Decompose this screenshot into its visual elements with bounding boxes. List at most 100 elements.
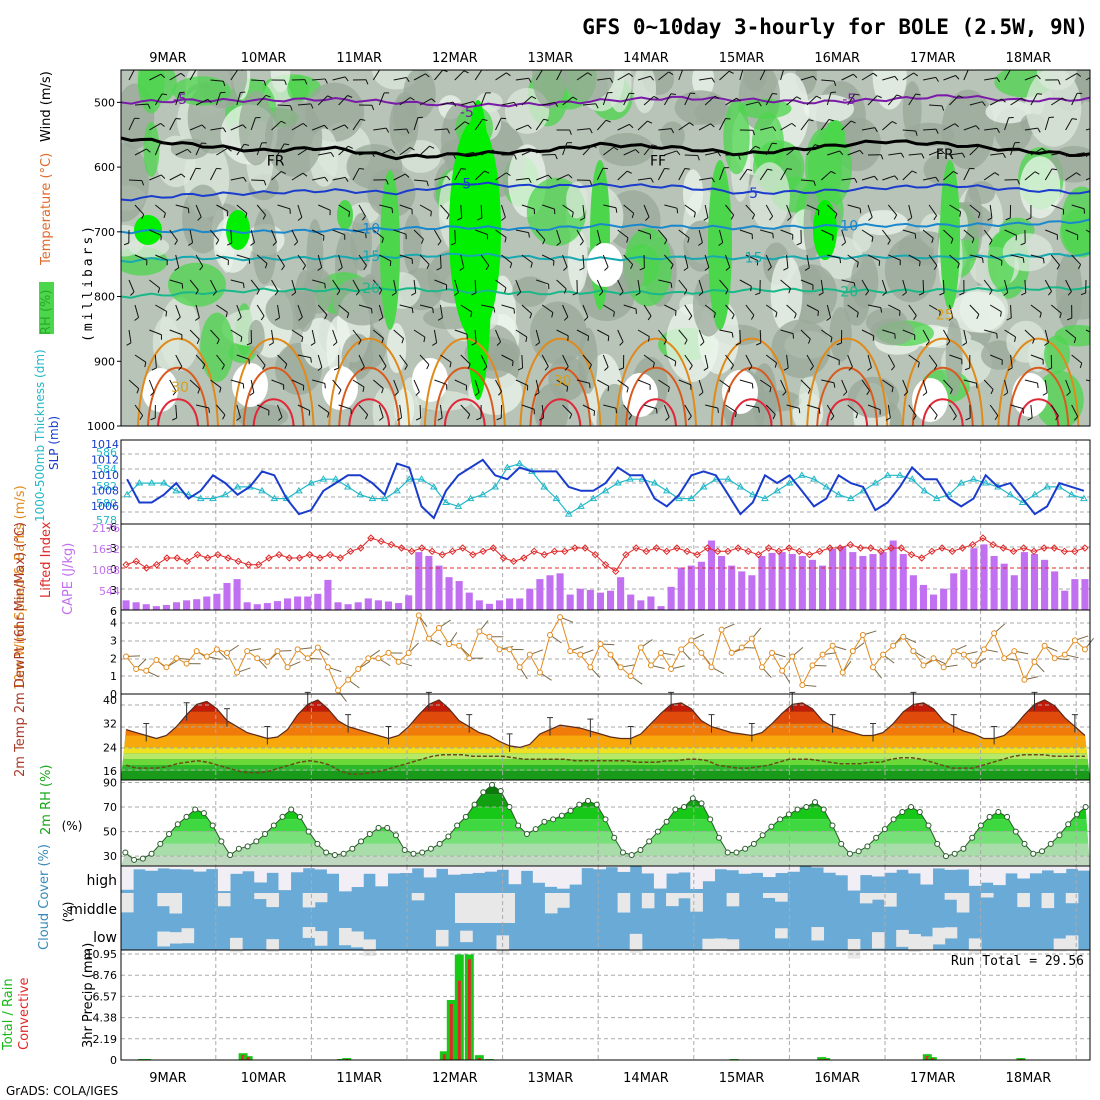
- wind-barb-flag: [607, 386, 610, 392]
- wind-barb: [189, 168, 197, 181]
- cloud-high-clear: [1029, 866, 1043, 874]
- cloud-high-clear: [944, 866, 958, 870]
- cloud-high-clear: [993, 866, 1006, 886]
- wind-barb: [704, 204, 709, 218]
- wind-barb-flag: [1027, 417, 1033, 421]
- wind-barb: [149, 229, 162, 236]
- lifted-index-marker: [673, 544, 681, 552]
- wind-barb: [399, 304, 413, 309]
- wind-barb-flag: [1080, 292, 1086, 296]
- wind-barb-flag: [197, 388, 201, 394]
- lifted-index-tick-label: -3: [106, 542, 117, 555]
- wind-barb: [434, 175, 448, 181]
- wind-barb-flag: [437, 240, 442, 246]
- rh-marker: [166, 831, 173, 838]
- thickness-marker: [123, 490, 132, 498]
- cape-bar: [516, 598, 524, 610]
- wind-barb: [725, 354, 734, 366]
- rh-marker: [209, 822, 216, 829]
- rh-marker: [654, 828, 661, 835]
- wind-barb-flag: [344, 76, 349, 82]
- cloud-mid-clear: [1065, 893, 1079, 904]
- cape-bar: [859, 555, 867, 610]
- wind-barb: [719, 167, 725, 181]
- wind-barb: [705, 151, 718, 156]
- date-label: 11MAR: [336, 51, 382, 66]
- temp-tick-label: 16: [103, 765, 117, 778]
- rh-marker: [593, 801, 600, 808]
- wind-barb-flag: [284, 363, 288, 369]
- wind-barb: [745, 101, 759, 106]
- rh-shade: [235, 404, 289, 426]
- cloud-mid-clear: [775, 893, 788, 902]
- wind-barb-flag: [684, 168, 690, 170]
- wind-barb: [943, 171, 954, 181]
- wind-barb: [719, 329, 733, 334]
- wind-barb-flag: [482, 118, 488, 122]
- wind-barb-flag: [504, 287, 507, 293]
- lifted-index-marker: [326, 550, 334, 559]
- rh-marker: [611, 834, 618, 841]
- wind-barb-flag: [310, 357, 312, 363]
- cape-bar: [889, 540, 897, 610]
- wind-barb: [949, 204, 961, 213]
- wind-barb: [806, 144, 816, 156]
- cape-bar: [536, 579, 544, 610]
- lifted-index-marker: [489, 544, 498, 552]
- wind-barb: [902, 279, 907, 293]
- wind-barb: [317, 254, 323, 268]
- wind-barb-flag: [758, 407, 760, 413]
- cape-bar: [435, 565, 443, 610]
- cloud-low-clear: [896, 929, 909, 947]
- thickness-tick-label: 580: [96, 497, 117, 510]
- wind-barb: [867, 404, 881, 411]
- wind-barb: [922, 329, 930, 342]
- wind-barb: [882, 75, 896, 81]
- cape-bar: [425, 555, 433, 610]
- wind-barb: [474, 279, 477, 294]
- wind-barb: [338, 254, 343, 268]
- wind-barb-flag: [856, 262, 859, 268]
- wind-barb-flag: [136, 388, 140, 394]
- rh-dry-pocket: [232, 363, 268, 407]
- wind-barb-flag: [426, 364, 430, 370]
- thickness-marker: [147, 479, 156, 486]
- wind-barb: [989, 404, 999, 416]
- rh-marker: [986, 813, 993, 820]
- wind-barb-flag: [772, 126, 777, 132]
- wind-barb-flag: [530, 262, 533, 268]
- date-label: 12MAR: [432, 51, 478, 66]
- wind-barb-flag: [310, 342, 316, 346]
- wind-barb-flag: [896, 94, 902, 98]
- rh-marker: [558, 812, 565, 819]
- wind-barb: [847, 93, 856, 106]
- wind-speed-marker: [163, 664, 170, 671]
- wind-barb: [908, 93, 917, 106]
- wind-barb: [399, 146, 411, 156]
- wind-barb: [989, 98, 1002, 106]
- wind-barb: [501, 101, 515, 106]
- cloud-mid-clear: [254, 893, 267, 900]
- rh-moist-column: [464, 100, 492, 400]
- wind-barb-flag: [528, 232, 530, 238]
- wind-barb: [256, 404, 270, 411]
- wind-barb-flag: [547, 174, 553, 180]
- wind-barb: [440, 354, 452, 363]
- wind-barb: [678, 279, 688, 291]
- lifted-index-marker: [183, 557, 192, 566]
- wind-barb: [236, 143, 245, 156]
- wind-barb-flag: [362, 386, 365, 392]
- wind-barb-flag: [174, 267, 180, 271]
- wind-barb: [277, 254, 285, 267]
- wind-barb-flag: [529, 313, 533, 319]
- rh-tick-label: 50: [103, 826, 117, 839]
- wind-barb-flag: [516, 291, 522, 296]
- rh-shade: [985, 99, 1032, 124]
- wind-barb-flag: [544, 366, 549, 371]
- wind-barb: [195, 254, 204, 267]
- wind-barb: [393, 128, 407, 131]
- wind-barb: [256, 354, 266, 366]
- wind-barb: [277, 104, 291, 107]
- wind-barb-flag: [571, 212, 574, 218]
- wind-barb: [338, 95, 348, 106]
